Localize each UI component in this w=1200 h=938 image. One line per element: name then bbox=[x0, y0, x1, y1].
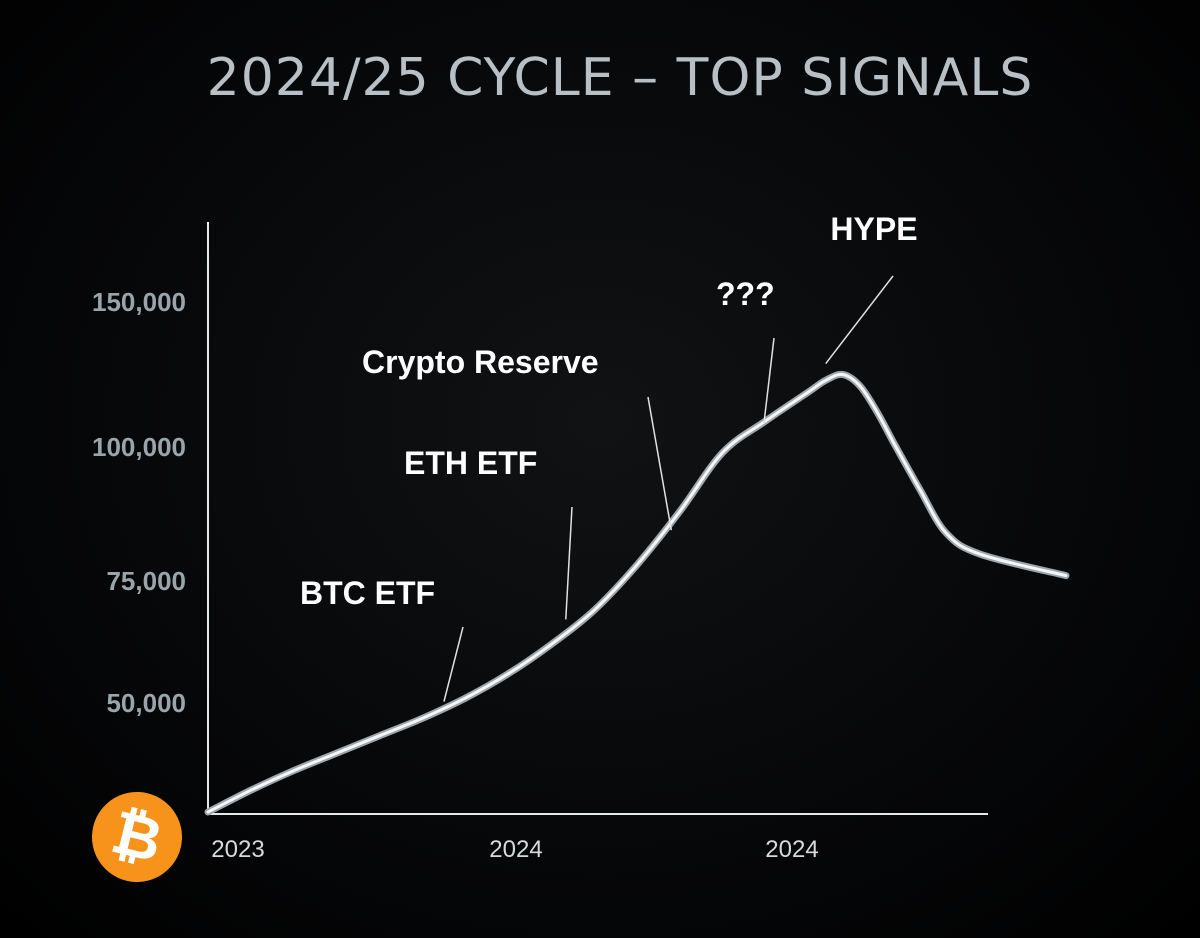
x-tick-label: 2023 bbox=[211, 836, 264, 863]
y-tick-label: 150,000 bbox=[92, 287, 186, 317]
series-group bbox=[204, 370, 1070, 816]
annotation-leader-line bbox=[565, 506, 573, 620]
annotations-group: BTC ETF ETH ETF Crypto Reserve??? HYPE bbox=[300, 211, 918, 702]
annotation-label: BTC ETF bbox=[300, 575, 435, 611]
annotation-label: ??? bbox=[716, 276, 775, 312]
chart-axes bbox=[207, 222, 988, 815]
series-line bbox=[206, 372, 1068, 814]
y-axis-ticks: 50,000 75,000 100,000 150,000 bbox=[92, 287, 186, 718]
y-tick-label: 75,000 bbox=[106, 566, 186, 596]
annotation-leader-line bbox=[825, 275, 894, 365]
annotation-label: Crypto Reserve bbox=[362, 344, 599, 380]
annotation-leader-line bbox=[647, 396, 673, 531]
annotation-label: HYPE bbox=[830, 211, 917, 247]
annotation-leader-line bbox=[443, 626, 464, 702]
x-axis-ticks: 2023 2024 2024 bbox=[211, 836, 818, 863]
x-tick-label: 2024 bbox=[489, 836, 542, 863]
chart-title: 2024/25 CYCLE – TOP SIGNALS bbox=[206, 48, 1034, 108]
y-tick-label: 50,000 bbox=[106, 688, 186, 718]
annotation-label: ETH ETF bbox=[404, 445, 537, 481]
x-tick-label: 2024 bbox=[765, 836, 818, 863]
annotation-leader-line bbox=[763, 337, 775, 424]
y-tick-label: 100,000 bbox=[92, 432, 186, 462]
